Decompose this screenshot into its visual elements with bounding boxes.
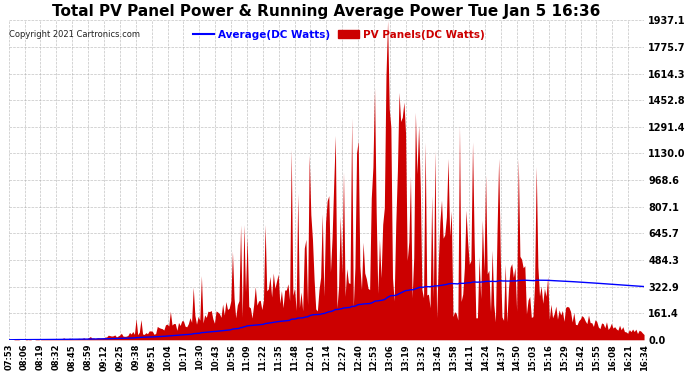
Legend: Average(DC Watts), PV Panels(DC Watts): Average(DC Watts), PV Panels(DC Watts) (189, 26, 489, 44)
Title: Total PV Panel Power & Running Average Power Tue Jan 5 16:36: Total PV Panel Power & Running Average P… (52, 4, 600, 19)
Text: Copyright 2021 Cartronics.com: Copyright 2021 Cartronics.com (9, 30, 140, 39)
